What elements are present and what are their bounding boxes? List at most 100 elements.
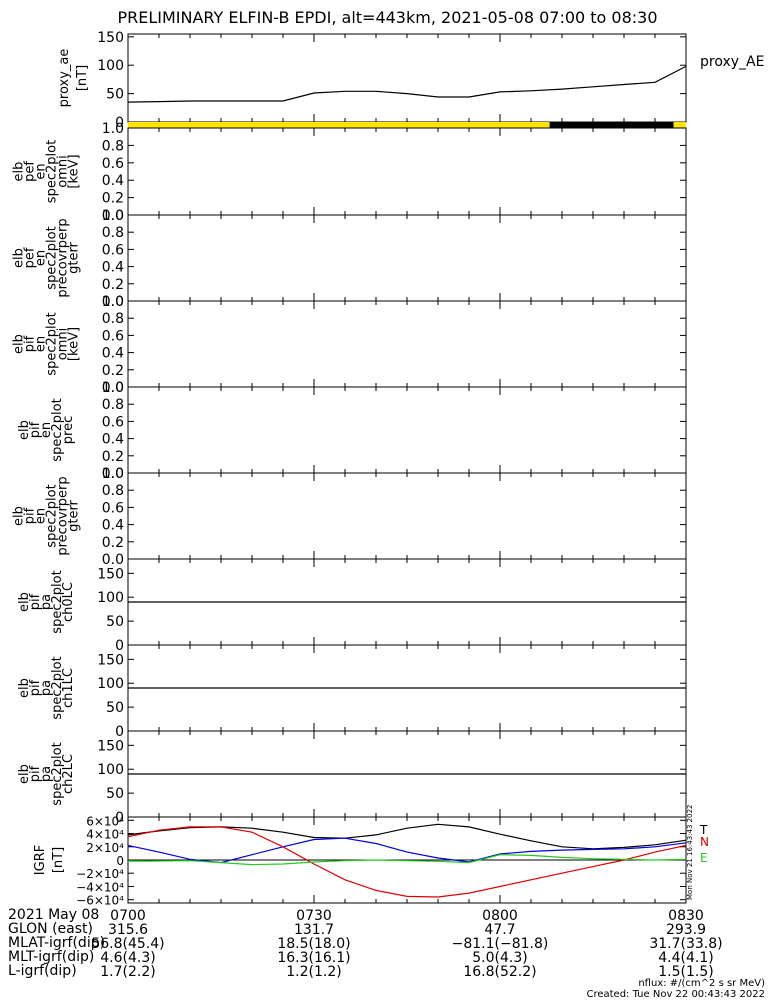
y-axis-label: elb [12, 506, 27, 526]
y-axis-label: pif [28, 679, 43, 696]
y-tick-label: 0 [116, 854, 124, 868]
y-axis-label: spec2plot [50, 570, 65, 633]
ephem-value: −81.1(−81.8) [452, 936, 549, 952]
y-tick-label: 0.6 [102, 500, 124, 516]
y-axis-label: en [34, 163, 49, 179]
igrf-series-red [127, 826, 687, 898]
ephem-value: 131.7 [294, 922, 334, 938]
y-tick-label: 0.8 [102, 397, 124, 413]
ephem-value: 293.9 [666, 922, 706, 938]
series-line-proxy-ae [127, 65, 687, 103]
y-tick-label: 0.8 [102, 138, 124, 154]
y-tick-label: 0.2 [102, 363, 124, 379]
ephem-value: 1.2(1.2) [286, 964, 341, 980]
panel-frame [127, 33, 687, 123]
y-tick-label: 100 [97, 676, 124, 692]
ephem-value: 0800 [482, 908, 518, 924]
y-axis-label: en [34, 250, 49, 266]
ephem-value: 5.0(4.3) [472, 950, 527, 966]
y-tick-label: 1.0 [102, 380, 124, 396]
y-tick-label: 0.6 [102, 414, 124, 430]
y-tick-label: −2×10⁴ [76, 867, 124, 881]
ephem-label-0: 2021 May 08 [8, 907, 100, 923]
y-axis-label: ch0LC [61, 582, 76, 622]
y-axis-label: elb [12, 248, 27, 268]
y-axis-label: pa [39, 766, 54, 782]
y-axis-label: ch2LC [61, 754, 76, 794]
y-tick-label: −4×10⁴ [76, 880, 124, 894]
legend-E: E [700, 851, 708, 865]
y-axis-label: [nT] [51, 847, 66, 873]
y-tick-label: 50 [106, 786, 124, 802]
panel-frame [127, 386, 687, 474]
y-axis-label: pif [23, 507, 38, 524]
ephem-value: 16.3(16.1) [277, 950, 350, 966]
y-axis-label: pif [28, 765, 43, 782]
ephem-value: 4.6(4.3) [100, 950, 155, 966]
y-tick-label: 0.4 [102, 260, 124, 276]
y-tick-label: 150 [97, 652, 124, 668]
y-tick-label: 6×10⁴ [86, 814, 124, 828]
y-axis-label: precovrperp [56, 476, 71, 555]
y-tick-label: 0.6 [102, 328, 124, 344]
ephem-value: 47.7 [484, 922, 515, 938]
y-tick-label: 0.0 [102, 208, 124, 224]
y-axis-label: pa [39, 594, 54, 610]
y-tick-label: 1.0 [102, 466, 124, 482]
y-axis-label: elb [17, 678, 32, 698]
y-axis-label: [keV] [67, 154, 82, 188]
y-axis-label: spec2plot [50, 742, 65, 805]
y-tick-label: 0.0 [102, 552, 124, 568]
y-tick-label: 50 [106, 700, 124, 716]
y-tick-label: 0 [115, 810, 124, 826]
y-axis-label: en [34, 508, 49, 524]
y-tick-label: 100 [97, 590, 124, 606]
y-axis-label: spec2plot [45, 140, 60, 203]
y-axis-label: spec2plot [45, 484, 60, 547]
chart-title: PRELIMINARY ELFIN-B EPDI, alt=443km, 202… [117, 8, 658, 27]
y-axis-label: [nT] [75, 65, 90, 91]
y-tick-label: 0.4 [102, 173, 124, 189]
created-note: Created: Tue Nov 22 00:43:43 2022 [586, 989, 765, 1000]
ephem-value: 1.5(1.5) [658, 964, 713, 980]
y-tick-label: 0 [115, 724, 124, 740]
igrf-series-black [127, 823, 687, 850]
y-tick-label: 0.4 [102, 518, 124, 534]
y-tick-label: 0.2 [102, 277, 124, 293]
y-tick-label: 0.6 [102, 242, 124, 258]
ephem-value: 16.8(52.2) [463, 964, 536, 980]
y-tick-label: 1.0 [102, 121, 124, 137]
ephem-label-4: L-igrf(dip) [8, 963, 77, 979]
y-tick-label: 0.0 [102, 466, 124, 482]
panel-frame [127, 214, 687, 302]
y-tick-label: 100 [97, 58, 124, 74]
ephem-value: 31.7(33.8) [649, 936, 722, 952]
y-axis-label: pif [23, 335, 38, 352]
status-bar-segment [128, 122, 550, 128]
y-axis-label: gterr [67, 499, 82, 531]
y-tick-label: 0 [115, 115, 124, 131]
ephem-value: 0830 [668, 908, 704, 924]
y-tick-label: 4×10⁴ [86, 828, 124, 842]
ephem-label-1: GLON (east) [8, 921, 93, 937]
y-axis-label: pif [28, 421, 43, 438]
ephem-label-3: MLT-igrf(dip) [8, 949, 95, 965]
y-axis-label: pef [23, 161, 38, 182]
legend-proxy-ae: proxy_AE [700, 54, 764, 70]
y-tick-label: 0 [115, 638, 124, 654]
y-axis-label: elb [12, 334, 27, 354]
y-tick-label: 0.8 [102, 483, 124, 499]
y-axis-label: ch1LC [61, 668, 76, 708]
panel-frame [127, 300, 687, 388]
rotated-timestamp: Mon Nov 21 16:43:43 2022 [686, 805, 694, 900]
ephem-value: 1.7(2.2) [100, 964, 155, 980]
y-axis-label: [keV] [67, 327, 82, 361]
y-tick-label: 0.4 [102, 346, 124, 362]
ephem-value: 315.6 [108, 922, 148, 938]
y-tick-label: 100 [97, 762, 124, 778]
y-tick-label: 0.8 [102, 225, 124, 241]
y-tick-label: 0.6 [102, 156, 124, 172]
panel-frame [127, 127, 687, 216]
y-axis-label: omni [56, 155, 71, 187]
